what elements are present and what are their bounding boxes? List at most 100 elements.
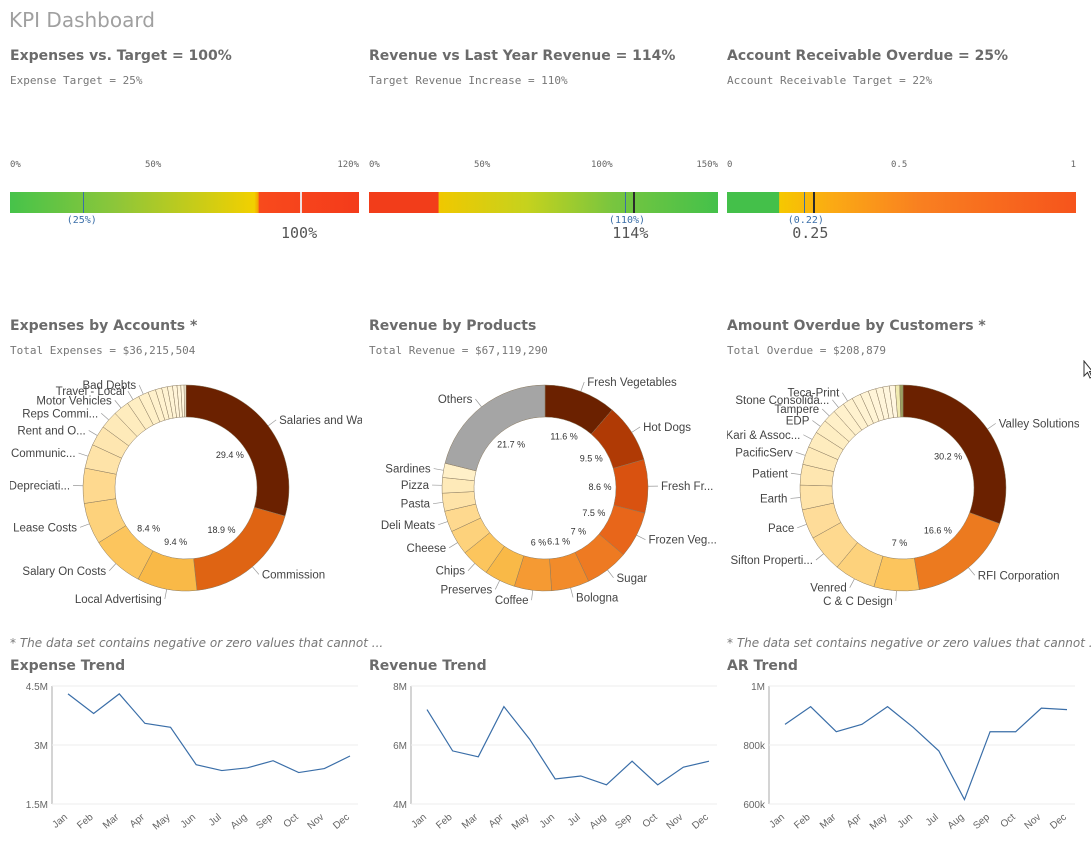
trend-point[interactable]	[604, 783, 608, 787]
trend-card-revenue[interactable]: Revenue Trend 8M 6M 4M Jan Feb Mar Apr May Jun Ju…	[369, 658, 721, 858]
donut-leader-line	[832, 399, 839, 408]
trend-point[interactable]	[886, 705, 890, 709]
gauge-value-label: 114%	[612, 224, 649, 242]
trend-point[interactable]	[502, 705, 506, 709]
trend-point[interactable]	[451, 749, 455, 753]
donut-slice-label: Lease Costs	[13, 522, 77, 534]
trend-point[interactable]	[425, 708, 429, 712]
donut-slice[interactable]	[183, 384, 187, 418]
trend-point[interactable]	[579, 774, 583, 778]
trend-line	[67, 693, 351, 774]
x-tick-label: Dec	[690, 812, 711, 832]
trend-point[interactable]	[656, 783, 660, 787]
donut-subtitle: Total Revenue = $67,119,290	[369, 344, 548, 357]
trend-point[interactable]	[911, 725, 915, 729]
trend-point[interactable]	[783, 722, 787, 726]
trend-point[interactable]	[169, 725, 173, 729]
trend-point[interactable]	[553, 777, 557, 781]
x-tick-label: Jan	[410, 812, 429, 831]
donut-leader-line	[607, 569, 614, 579]
donut-slice-label: Venred	[810, 583, 846, 595]
x-tick-label: Apr	[128, 811, 148, 830]
donut-card-overdue[interactable]: Amount Overdue by Customers * Total Over…	[727, 318, 1091, 653]
donut-leader-line	[114, 400, 122, 409]
trend-point[interactable]	[322, 767, 326, 771]
donut-pct-label: 6.1 %	[547, 536, 570, 546]
gauge-tick-label: 0	[727, 160, 733, 170]
trend-point[interactable]	[707, 759, 711, 763]
x-tick-label: Sep	[613, 812, 634, 832]
gauge-tick-label: 1	[1070, 160, 1076, 170]
donut-slice[interactable]	[612, 459, 649, 514]
donut-leader-line	[127, 390, 134, 400]
gauge-card-revenue[interactable]: Revenue vs Last Year Revenue = 114% Targ…	[369, 48, 721, 248]
donut-card-expenses[interactable]: Expenses by Accounts * Total Expenses = …	[10, 318, 383, 653]
footnote: * The data set contains negative or zero…	[10, 636, 384, 650]
donut-slice[interactable]	[899, 384, 904, 418]
revenue-donut-chart: 11.6 % Fresh Vegetables 9.5 % Hot Dogs 8.6 %…	[381, 377, 717, 607]
x-tick-label: Dec	[1048, 812, 1069, 832]
trend-point[interactable]	[937, 749, 941, 753]
gauge-subtitle: Target Revenue Increase = 110%	[369, 74, 568, 87]
trend-point[interactable]	[834, 730, 838, 734]
trend-point[interactable]	[476, 755, 480, 759]
donut-slice-label: PacificServ	[735, 447, 793, 459]
donut-title: Expenses by Accounts *	[10, 318, 198, 334]
donut-leader-line	[108, 563, 117, 572]
trend-point[interactable]	[630, 759, 634, 763]
trend-point[interactable]	[245, 766, 249, 770]
trend-point[interactable]	[988, 730, 992, 734]
gauge-card-ar[interactable]: Account Receivable Overdue = 25% Account…	[727, 48, 1079, 248]
x-tick-label: Feb	[75, 812, 96, 832]
donut-leader-line	[636, 534, 646, 541]
trend-point[interactable]	[681, 765, 685, 769]
donut-slice-label: Salary On Costs	[22, 566, 106, 578]
trend-point[interactable]	[271, 759, 275, 763]
trend-point[interactable]	[297, 771, 301, 775]
gauge-card-expenses[interactable]: Expenses vs. Target = 100% Expense Targe…	[10, 48, 362, 248]
trend-point[interactable]	[348, 754, 352, 758]
donut-slice-label: Earth	[760, 493, 788, 505]
trend-card-ar[interactable]: AR Trend 1M 800k 600k Jan Feb Mar Apr May Jun Jul…	[727, 658, 1079, 858]
gauge-target-marker	[803, 192, 805, 213]
y-tick-label: 8M	[393, 682, 407, 693]
donut-slice-label: Tampere	[774, 404, 819, 416]
x-tick-label: Mar	[818, 811, 839, 831]
x-tick-label: Jul	[207, 812, 224, 829]
trend-point[interactable]	[809, 705, 813, 709]
trend-point[interactable]	[528, 737, 532, 741]
trend-point[interactable]	[66, 692, 70, 696]
donut-pct-label: 11.6 %	[550, 431, 577, 441]
trend-point[interactable]	[962, 798, 966, 802]
x-tick-label: Mar	[460, 811, 481, 831]
donut-leader-line	[101, 413, 109, 421]
donut-leader-line	[895, 590, 897, 601]
trend-point[interactable]	[860, 722, 864, 726]
gauge-value-label: 100%	[281, 224, 318, 242]
donut-slice-label: EDP	[786, 415, 810, 427]
trend-point[interactable]	[143, 721, 147, 725]
donut-leader-line	[448, 542, 458, 549]
gauge-value-marker	[813, 192, 816, 213]
gauge-value-marker	[299, 192, 302, 213]
donut-card-revenue[interactable]: Revenue by Products Total Revenue = $67,…	[369, 318, 721, 653]
donut-leader-line	[531, 590, 534, 601]
donut-leader-line	[138, 385, 144, 395]
donut-pct-label: 21.7 %	[497, 440, 525, 450]
donut-pct-label: 29.4 %	[216, 450, 244, 460]
trend-point[interactable]	[1065, 708, 1069, 712]
donut-leader-line	[790, 497, 801, 499]
donut-slice[interactable]	[444, 384, 546, 472]
gauge-bar	[10, 192, 359, 213]
donut-slice-label: Teca-Print	[788, 388, 841, 400]
trend-point[interactable]	[194, 763, 198, 767]
x-tick-label: Sep	[254, 812, 275, 832]
trend-point[interactable]	[92, 712, 96, 716]
trend-point[interactable]	[1014, 730, 1018, 734]
trend-card-expense[interactable]: Expense Trend 4.5M 3M 1.5M Jan Feb Mar Apr May J…	[10, 658, 362, 858]
trend-point[interactable]	[220, 769, 224, 773]
x-tick-label: Sep	[971, 812, 992, 832]
trend-point[interactable]	[1039, 706, 1043, 710]
trend-point[interactable]	[117, 692, 121, 696]
